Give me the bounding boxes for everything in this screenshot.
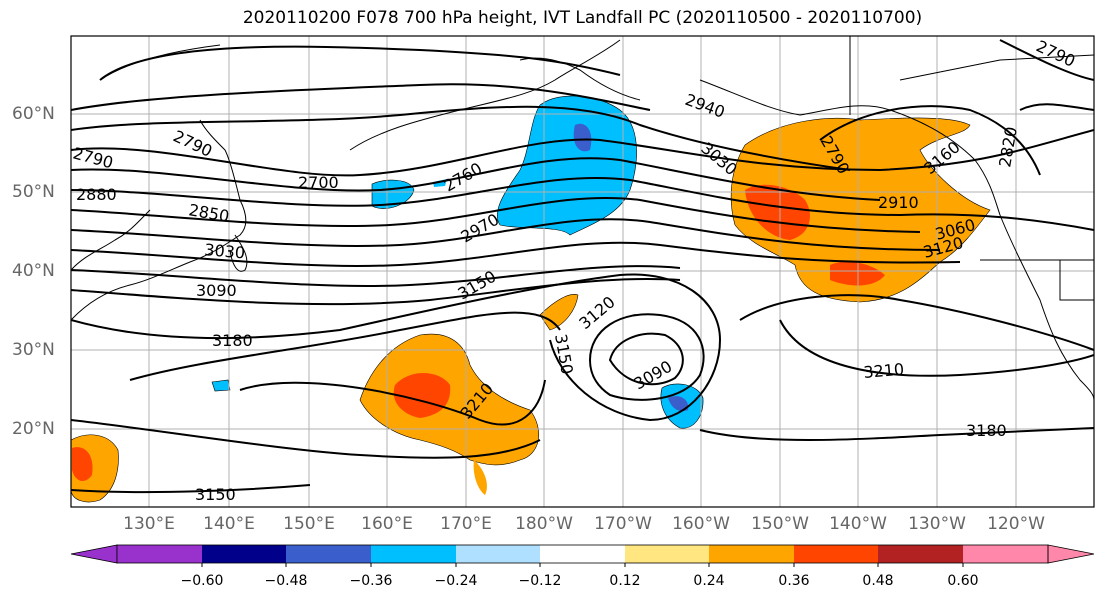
contour-label: 3180 (212, 331, 253, 350)
map-title: 2020110200 F078 700 hPa height, IVT Land… (242, 8, 923, 28)
lon-label: 150°E (283, 514, 335, 534)
lon-label: 170°W (594, 514, 652, 534)
colorbar (70, 544, 1095, 567)
contour-label: 2910 (878, 193, 919, 212)
height-contours (71, 39, 1094, 494)
lon-label: 130°E (123, 514, 175, 534)
lon-label: 170°E (440, 514, 492, 534)
colorbar-tick-label: −0.12 (518, 573, 562, 589)
ivt-shading (71, 95, 991, 503)
lon-label: 160°W (672, 514, 730, 534)
colorbar-tick-label: −0.48 (264, 573, 308, 589)
contour-label: 2880 (76, 185, 117, 204)
lon-label: 130°W (908, 514, 966, 534)
colorbar-tick-label: −0.36 (349, 573, 393, 589)
colorbar-tick-label: 0.48 (862, 573, 894, 589)
lon-label: 120°W (987, 514, 1045, 534)
map-frame (70, 35, 1095, 508)
lon-label: 140°E (203, 514, 255, 534)
lat-label-40n: 40°N (12, 261, 55, 281)
lon-label: 140°W (829, 514, 887, 534)
contour-label: 3210 (863, 360, 905, 382)
contour-label: 3090 (196, 281, 237, 300)
contour-label: 2700 (298, 173, 339, 192)
lat-label-20n: 20°N (12, 419, 55, 439)
lat-label-30n: 30°N (12, 340, 55, 360)
lon-label: 160°E (361, 514, 413, 534)
lat-label-60n: 60°N (12, 104, 55, 124)
contour-label: 3030 (204, 240, 246, 262)
contour-label: 3150 (195, 485, 236, 504)
contour-label: 3180 (966, 421, 1007, 440)
colorbar-tick-label: −0.60 (180, 573, 224, 589)
lat-label-50n: 50°N (12, 182, 55, 202)
colorbar-tick-label: 0.60 (947, 573, 979, 589)
lon-label: 150°W (751, 514, 809, 534)
lon-label: 180°W (515, 514, 573, 534)
colorbar-tick-label: −0.24 (434, 573, 478, 589)
colorbar-tick-label: 0.24 (693, 573, 725, 589)
colorbar-tick-label: 0.36 (778, 573, 810, 589)
colorbar-tick-label: 0.12 (609, 573, 641, 589)
